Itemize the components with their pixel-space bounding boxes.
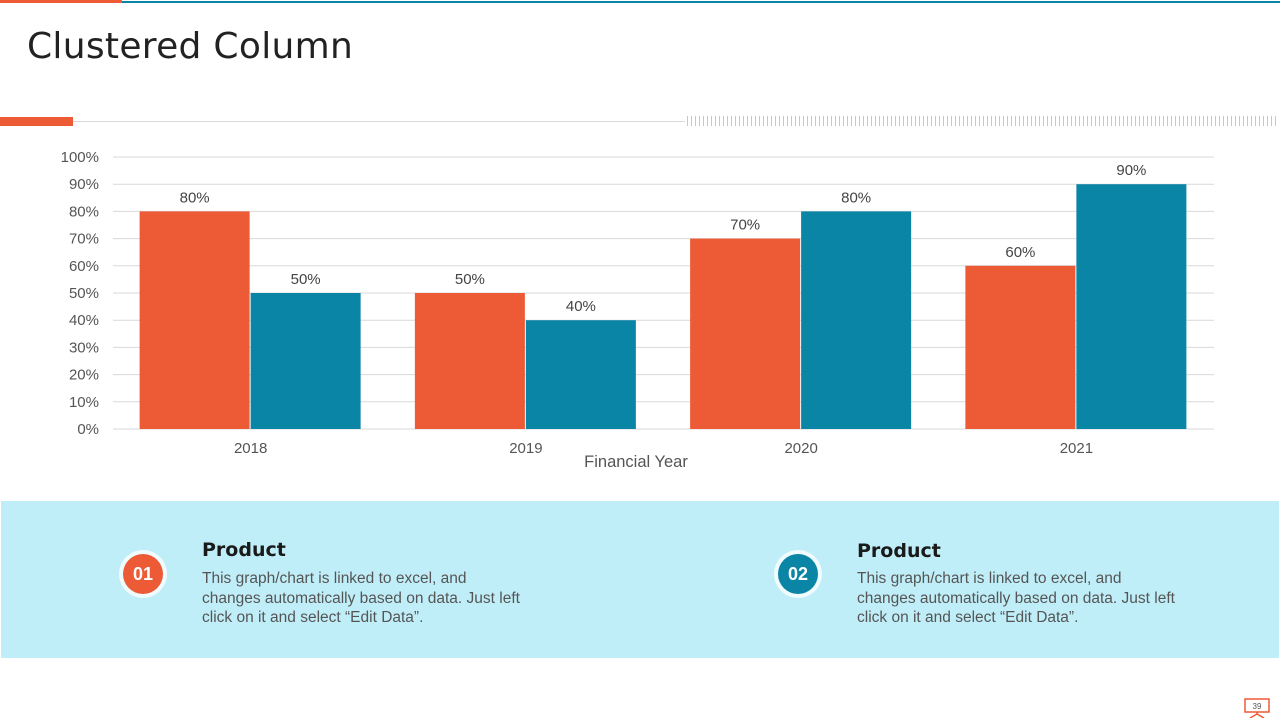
y-tick-label: 60% [69,258,99,275]
x-tick-label: 2019 [509,440,542,457]
bar-series2-2021 [1076,184,1187,429]
bar-series2-2018 [250,293,361,429]
data-label: 80% [841,189,871,206]
clustered-column-chart[interactable]: 0% 10% 20% 30% 40% 50% 60% 70% 80% 90% 100% 80% 50% 2… [0,140,1280,480]
item-title-2: Product [857,540,941,562]
x-tick-label: 2020 [784,440,817,457]
data-label: 70% [730,217,760,234]
x-axis-title: Financial Year [584,453,688,471]
y-tick-label: 100% [61,149,99,166]
item-number-badge-1: 01 [123,554,163,594]
item-number-badge-2: 02 [778,554,818,594]
data-label: 60% [1005,244,1035,261]
data-label: 50% [455,271,485,288]
slide-title: Clustered Column [27,26,354,67]
y-tick-label: 20% [69,367,99,384]
title-underline [73,121,685,122]
bar-series1-2021 [965,265,1076,429]
y-tick-label: 0% [77,421,99,438]
y-tick-label: 70% [69,231,99,248]
item-description-1: This graph/chart is linked to excel, and… [202,570,520,626]
y-tick-label: 90% [69,176,99,193]
y-tick-label: 30% [69,339,99,356]
bar-series2-2020 [801,211,912,429]
bar-series1-2020 [690,238,801,429]
item-description-2: This graph/chart is linked to excel, and… [857,570,1175,626]
presentation-board-icon: 39 [1244,698,1270,719]
page-number: 39 [1253,702,1262,711]
y-tick-label: 80% [69,203,99,220]
top-border-line [122,1,1280,3]
data-label: 40% [566,298,596,315]
item-title-1: Product [202,539,286,561]
bar-series2-2019 [525,320,636,429]
y-tick-label: 40% [69,312,99,329]
bar-series1-2018 [139,211,250,429]
y-tick-label: 50% [69,285,99,302]
info-band [1,501,1279,658]
title-underline-accent [0,117,73,126]
decorative-tick-rule [687,116,1278,126]
top-accent-line [0,0,122,3]
data-label: 50% [291,271,321,288]
data-label: 80% [180,189,210,206]
bar-series1-2019 [414,293,525,429]
y-tick-label: 10% [69,394,99,411]
x-tick-label: 2021 [1060,440,1093,457]
x-tick-label: 2018 [234,440,267,457]
data-label: 90% [1116,162,1146,179]
